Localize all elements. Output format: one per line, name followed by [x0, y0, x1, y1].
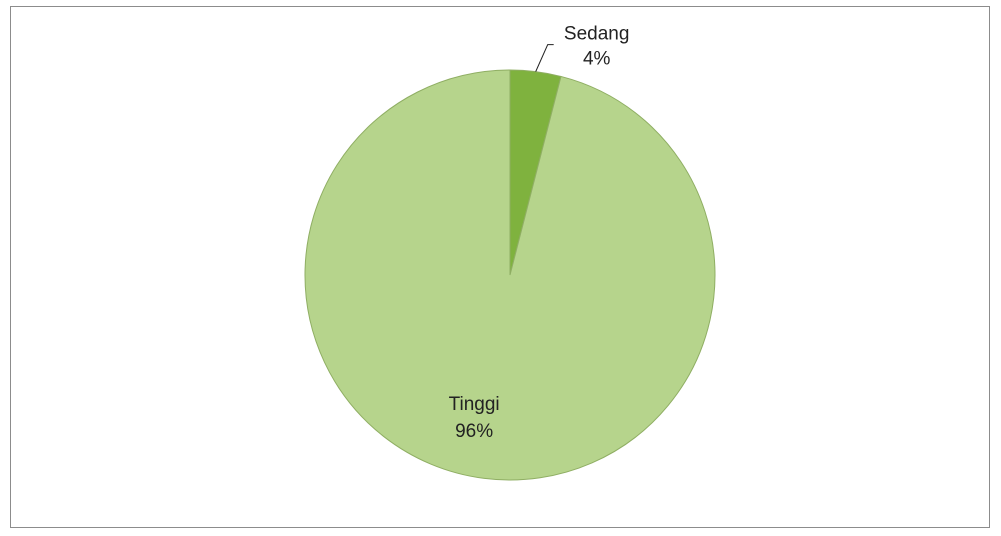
category-label: Sedang: [564, 24, 630, 45]
value-label: 96%: [455, 421, 493, 442]
category-label: Tinggi: [449, 394, 500, 415]
value-label: 4%: [583, 49, 611, 70]
pie-slice: [304, 69, 716, 481]
leader-line: [535, 44, 554, 72]
